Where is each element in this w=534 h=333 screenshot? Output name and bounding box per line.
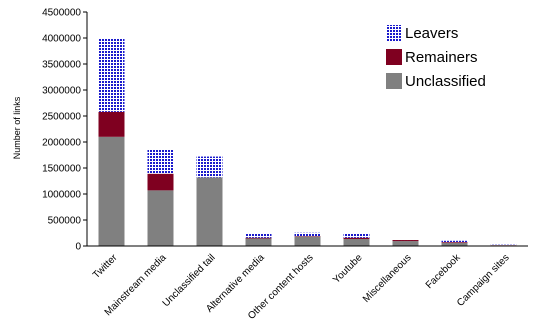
x-tick-label: Twitter (91, 252, 120, 281)
y-axis-title: Number of links (12, 96, 22, 159)
bar-segment-leavers (441, 240, 468, 243)
y-tick-label: 1500000 (42, 164, 81, 175)
bar-segment-unclassified (245, 238, 272, 246)
bar-segment-unclassified (392, 241, 419, 246)
bar-segment-leavers (490, 244, 517, 246)
bar-segment-remainers (98, 111, 125, 137)
bar-segment-remainers (147, 173, 174, 191)
y-tick-label: 0 (75, 242, 81, 253)
y-tick-label: 2500000 (42, 112, 81, 123)
y-tick-label: 4500000 (42, 8, 81, 19)
y-tick-label: 2000000 (42, 138, 81, 149)
bar-segment-remainers (294, 236, 321, 237)
bar-segment-leavers (343, 233, 370, 238)
bar-segment-unclassified (196, 177, 223, 246)
legend-swatch-remainers (386, 49, 402, 65)
y-tick-label: 3500000 (42, 60, 81, 71)
bar-segment-remainers (392, 240, 419, 242)
y-tick-label: 500000 (48, 216, 82, 227)
bar-segment-leavers (147, 149, 174, 174)
bar-segment-leavers (245, 233, 272, 238)
bar-segment-leavers (294, 232, 321, 237)
x-tick-label: Youtube (331, 252, 365, 286)
y-tick-label: 3000000 (42, 86, 81, 97)
x-tick-label: Facebook (424, 252, 464, 292)
y-tick-label: 4000000 (42, 34, 81, 45)
bar-segment-unclassified (294, 236, 321, 246)
x-tick-label: Campaign sites (455, 252, 512, 309)
bar-segment-remainers (343, 237, 370, 239)
bars (98, 38, 517, 246)
legend-swatch-leavers (386, 25, 402, 41)
legend-label-leavers: Leavers (405, 25, 458, 42)
legend-swatch-unclassified (386, 73, 402, 89)
bar-segment-leavers (98, 38, 125, 112)
y-axis-ticks: 0 500000 1000000 1500000 2000000 2500000 30000… (42, 8, 87, 253)
bar-segment-leavers (392, 239, 419, 241)
legend-label-unclassified: Unclassified (405, 73, 486, 90)
y-tick-label: 1000000 (42, 190, 81, 201)
legend-label-remainers: Remainers (405, 49, 478, 66)
bar-segment-unclassified (98, 136, 125, 246)
bar-segment-remainers (441, 242, 468, 243)
legend: Leavers Remainers Unclassified (386, 25, 486, 90)
bar-segment-remainers (245, 237, 272, 239)
bar-segment-leavers (196, 156, 223, 178)
bar-segment-unclassified (343, 238, 370, 246)
bar-segment-unclassified (147, 190, 174, 246)
x-tick-label: Miscellaneous (361, 252, 414, 305)
bar-segment-unclassified (441, 242, 468, 246)
